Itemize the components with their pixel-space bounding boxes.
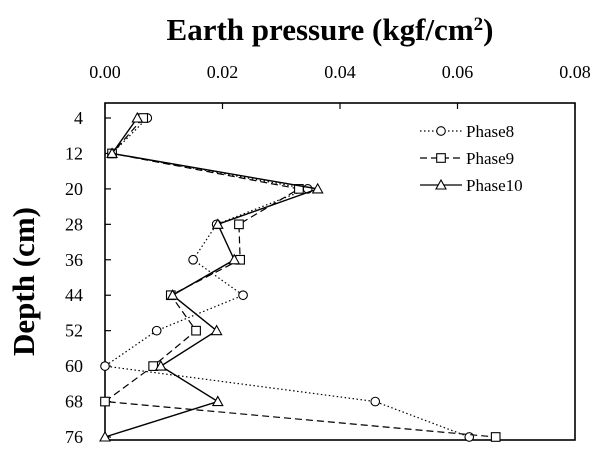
chart-title: Earth pressure (kgf/cm2) <box>167 12 494 47</box>
data-point-phase8 <box>151 325 162 336</box>
y-tick-label: 68 <box>65 392 83 412</box>
series-phase10 <box>99 111 324 442</box>
data-point-phase8 <box>370 396 381 407</box>
y-tick-label: 36 <box>65 250 83 270</box>
y-tick-label: 20 <box>65 179 83 199</box>
legend-marker <box>436 126 446 136</box>
y-tick-label: 60 <box>65 356 83 376</box>
legend-entry-phase10: Phase10 <box>420 176 523 195</box>
data-point-phase8 <box>100 361 110 371</box>
legend-marker <box>436 153 446 163</box>
x-axis-ticks: 0.00 0.02 0.04 0.06 0.08 <box>89 62 591 109</box>
series-phase8 <box>100 113 475 442</box>
data-point-phase9 <box>490 432 501 442</box>
data-point-phase8 <box>188 254 198 265</box>
x-tick-label: 0.08 <box>559 62 591 82</box>
chart-title-main: Earth pressure (kgf/cm <box>167 12 474 47</box>
y-axis-ticks: 4 12 20 28 36 44 52 60 68 76 <box>65 108 111 447</box>
legend-label: Phase9 <box>466 149 514 168</box>
data-point-phase10 <box>99 430 111 442</box>
data-point-phase10 <box>211 395 224 407</box>
data-point-phase8 <box>238 290 248 301</box>
y-tick-label: 52 <box>65 321 83 341</box>
legend: Phase8 Phase9 Phase10 <box>420 122 523 195</box>
data-point-phase10 <box>210 324 223 336</box>
y-tick-label: 4 <box>74 108 83 128</box>
legend-entry-phase8: Phase8 <box>420 122 514 141</box>
y-tick-label: 44 <box>65 285 83 305</box>
series-line-phase8 <box>103 117 470 438</box>
x-tick-label: 0.00 <box>89 62 121 82</box>
data-point-phase9 <box>100 396 110 407</box>
series-layer <box>99 111 501 442</box>
chart-title-sup: 2 <box>474 14 484 35</box>
data-point-phase10 <box>228 253 241 265</box>
x-tick-label: 0.02 <box>207 62 239 82</box>
y-tick-label: 28 <box>65 214 83 234</box>
data-point-phase9 <box>191 325 201 336</box>
legend-label: Phase8 <box>466 122 514 141</box>
data-point-phase9 <box>234 219 244 230</box>
data-point-phase10 <box>166 289 179 300</box>
data-point-phase9 <box>294 184 304 194</box>
data-point-phase10 <box>131 111 144 123</box>
y-axis-label: Depth (cm) <box>6 207 41 356</box>
legend-entry-phase9: Phase9 <box>420 149 514 168</box>
x-tick-label: 0.06 <box>442 62 474 82</box>
data-point-phase10 <box>106 147 118 158</box>
data-point-phase10 <box>311 182 324 194</box>
y-tick-label: 76 <box>65 427 83 447</box>
legend-marker <box>435 178 447 190</box>
y-tick-label: 12 <box>65 143 83 163</box>
chart-title-end: ) <box>483 12 493 47</box>
x-tick-label: 0.04 <box>324 62 356 82</box>
data-point-phase10 <box>211 218 224 229</box>
series-line-phase10 <box>104 117 321 438</box>
data-point-phase10 <box>154 359 167 371</box>
legend-label: Phase10 <box>466 176 523 195</box>
series-line-phase9 <box>103 117 496 438</box>
